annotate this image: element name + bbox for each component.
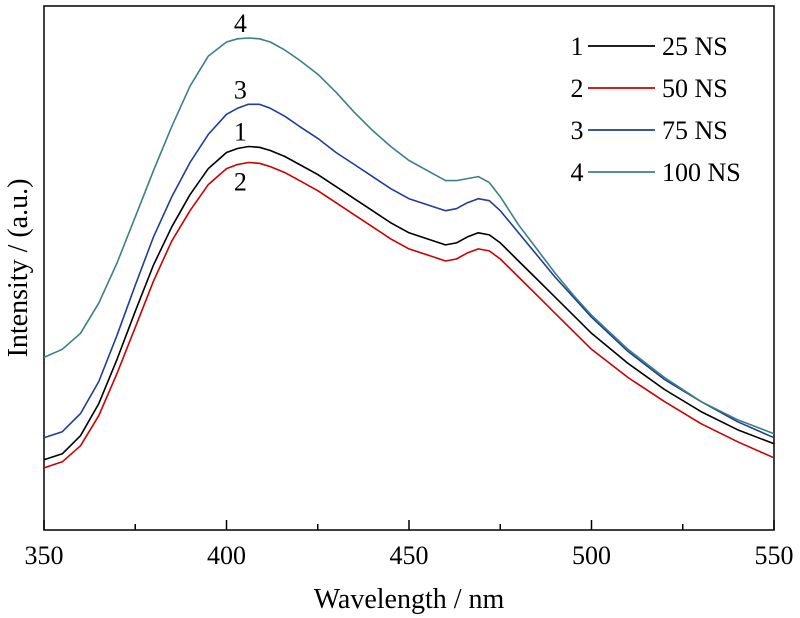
curve-label-3: 3 (234, 75, 247, 104)
curve-label-4: 4 (234, 9, 247, 38)
x-tick-labels: 350 400 450 500 550 (25, 541, 794, 570)
legend-item-1: 1 25 NS (571, 32, 728, 61)
legend-number: 4 (571, 158, 584, 187)
legend-number: 3 (571, 116, 584, 145)
legend-number: 1 (571, 32, 584, 61)
legend-label: 25 NS (662, 32, 728, 61)
series-line-4 (43, 37, 775, 435)
legend-item-2: 2 50 NS (571, 74, 728, 103)
legend-number: 2 (571, 74, 584, 103)
x-tick-label: 550 (755, 541, 794, 570)
series-line-3 (43, 103, 775, 439)
legend-label: 75 NS (662, 116, 728, 145)
legend-item-4: 4 100 NS (571, 158, 741, 187)
legend-label: 100 NS (662, 158, 741, 187)
series-line-2 (43, 161, 775, 469)
curve-number-labels: 1 2 3 4 (234, 9, 247, 197)
x-tick-label: 350 (25, 541, 64, 570)
x-tick-label: 500 (572, 541, 611, 570)
y-axis-title: Intensity / (a.u.) (3, 179, 34, 358)
legend-item-3: 3 75 NS (571, 116, 728, 145)
legend: 1 25 NS 2 50 NS 3 75 NS 4 100 NS (571, 32, 741, 187)
x-axis-title: Wavelength / nm (314, 584, 505, 615)
x-tick-label: 400 (207, 541, 246, 570)
axis-ticks (43, 520, 775, 530)
curve-label-1: 1 (234, 117, 247, 146)
curve-label-2: 2 (234, 168, 247, 197)
series-lines (43, 37, 775, 469)
legend-label: 50 NS (662, 74, 728, 103)
series-line-1 (43, 145, 775, 461)
x-tick-label: 450 (390, 541, 429, 570)
